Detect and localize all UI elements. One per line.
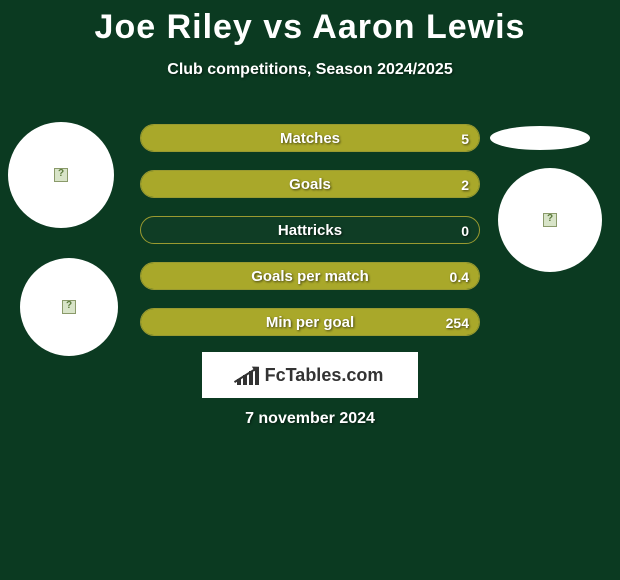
broken-image-icon xyxy=(543,213,557,227)
stat-label: Hattricks xyxy=(141,217,479,243)
date-label: 7 november 2024 xyxy=(0,410,620,428)
brand-box: FcTables.com xyxy=(202,352,418,398)
stat-row: Goals2 xyxy=(140,170,480,198)
avatar-circle-right-1 xyxy=(498,168,602,272)
stat-row: Goals per match0.4 xyxy=(140,262,480,290)
avatar-circle-left-2 xyxy=(20,258,118,356)
stat-row: Hattricks0 xyxy=(140,216,480,244)
page-title: Joe Riley vs Aaron Lewis xyxy=(0,0,620,47)
stat-label: Goals per match xyxy=(141,263,479,289)
broken-image-icon xyxy=(62,300,76,314)
stat-right-value: 254 xyxy=(446,309,469,335)
stat-right-value: 5 xyxy=(461,125,469,151)
stat-row: Matches5 xyxy=(140,124,480,152)
stat-label: Matches xyxy=(141,125,479,151)
stat-right-value: 2 xyxy=(461,171,469,197)
stat-label: Min per goal xyxy=(141,309,479,335)
stat-label: Goals xyxy=(141,171,479,197)
stat-right-value: 0 xyxy=(461,217,469,243)
stat-row: Min per goal254 xyxy=(140,308,480,336)
avatar-ellipse-right xyxy=(490,126,590,150)
broken-image-icon xyxy=(54,168,68,182)
stats-container: Matches5Goals2Hattricks0Goals per match0… xyxy=(140,124,480,354)
brand-text: FcTables.com xyxy=(265,365,384,386)
avatar-circle-left-1 xyxy=(8,122,114,228)
chart-logo-icon xyxy=(237,365,259,385)
subtitle: Club competitions, Season 2024/2025 xyxy=(0,61,620,79)
stat-right-value: 0.4 xyxy=(450,263,469,289)
